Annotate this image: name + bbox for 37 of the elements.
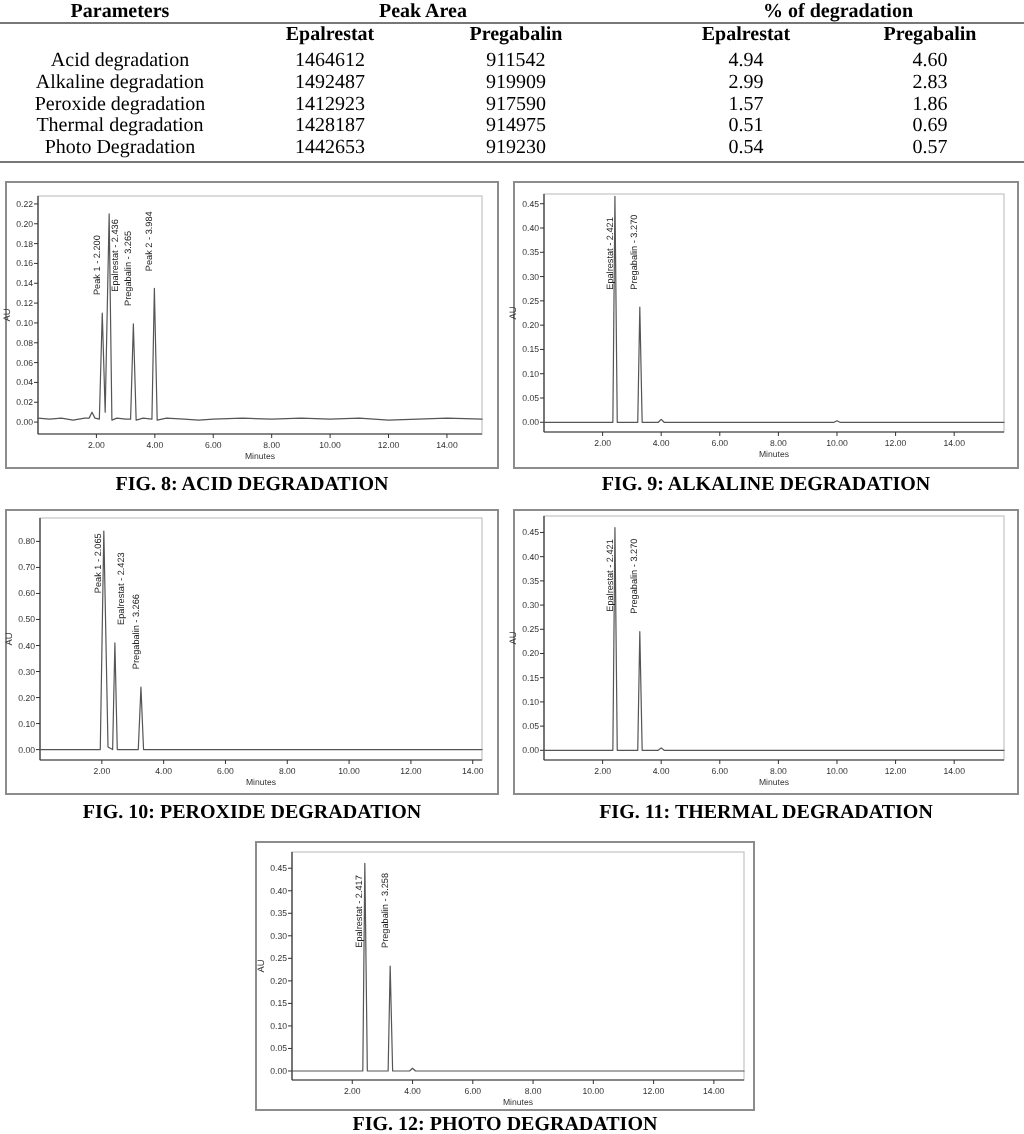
data-label: 1428187 <box>295 115 365 138</box>
data-label: 4.60 <box>912 50 948 72</box>
category-label: Photo Degradation <box>44 137 196 160</box>
category-label: Peroxide degradation <box>34 93 206 116</box>
data-label: 0.51 <box>728 115 764 138</box>
data-label: 0.54 <box>728 137 764 160</box>
text: Pregabalin <box>883 24 978 46</box>
text: FIG. 11: THERMAL DEGRADATION <box>599 802 935 824</box>
text: Parameters <box>70 1 170 23</box>
data-label: 2.99 <box>728 71 764 94</box>
data-label: 0.57 <box>912 137 948 160</box>
data-label: 1.86 <box>912 93 948 116</box>
data-label: 0.69 <box>912 115 948 138</box>
data-label: 1412923 <box>295 93 365 116</box>
text: FIG. 10: PEROXIDE DEGRADATION <box>82 802 423 824</box>
data-label: 1464612 <box>295 50 365 72</box>
data-label: 917590 <box>486 93 546 116</box>
data-label: 919909 <box>486 71 546 94</box>
category-label: Alkaline degradation <box>35 71 205 94</box>
text: Epalrestat <box>701 24 792 46</box>
data-label: 2.83 <box>912 71 948 94</box>
data-label: 919230 <box>486 137 546 160</box>
data-label: 1442653 <box>295 137 365 160</box>
data-label: 911542 <box>486 50 546 72</box>
data-label: 1.57 <box>728 93 764 116</box>
category-label: Thermal degradation <box>36 115 204 138</box>
text: % of degradation <box>763 1 914 23</box>
text: Epalrestat <box>285 24 376 46</box>
data-label: 4.94 <box>728 50 764 72</box>
text: FIG. 9: ALKALINE DEGRADATION <box>601 474 932 496</box>
text: FIG. 8: ACID DEGRADATION <box>115 474 391 496</box>
text: FIG. 12: PHOTO DEGRADATION <box>352 1114 659 1134</box>
data-label: 914975 <box>486 115 546 138</box>
text: Peak Area <box>379 1 467 23</box>
data-label: 1492487 <box>295 71 365 94</box>
category-label: Acid degradation <box>50 50 190 72</box>
text: Pregabalin <box>469 24 564 46</box>
